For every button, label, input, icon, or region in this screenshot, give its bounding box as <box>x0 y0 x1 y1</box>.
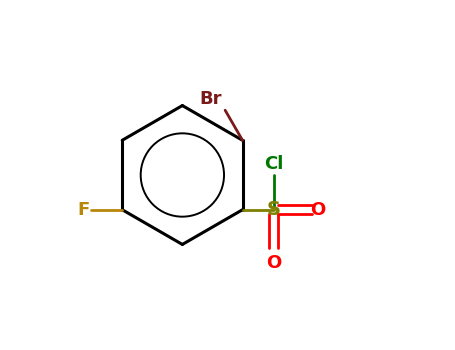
Text: Br: Br <box>199 90 222 108</box>
Text: S: S <box>267 200 281 219</box>
Text: F: F <box>77 201 89 219</box>
Text: O: O <box>310 201 325 219</box>
Text: Cl: Cl <box>264 155 283 173</box>
Text: O: O <box>266 254 281 272</box>
